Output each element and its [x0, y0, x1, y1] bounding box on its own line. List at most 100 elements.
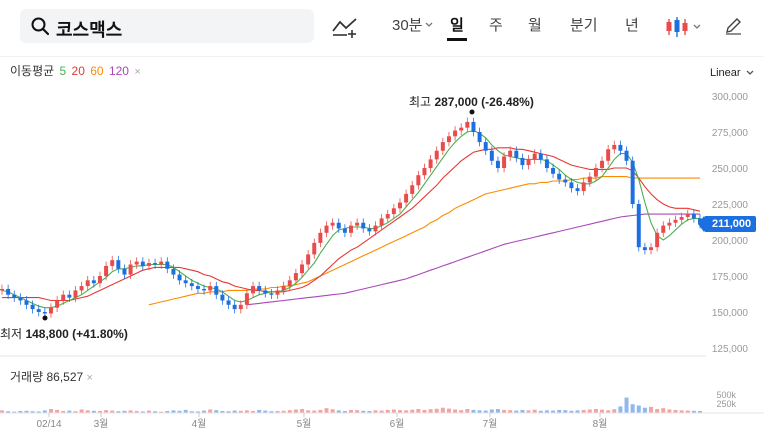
volume-bar — [355, 410, 360, 413]
candle-body — [606, 149, 611, 161]
volume-bar — [502, 409, 507, 413]
volume-bar — [330, 409, 335, 413]
volume-bar — [238, 410, 243, 413]
close-icon[interactable]: × — [134, 66, 141, 78]
scale-toggle[interactable]: Linear — [710, 67, 754, 79]
candle-body — [581, 182, 586, 192]
tab-year[interactable]: 년 — [625, 17, 639, 34]
volume-bar — [36, 411, 41, 413]
candle-body — [12, 294, 17, 298]
volume-bar — [146, 410, 151, 413]
candle-body — [306, 254, 311, 265]
x-tick-label: 8월 — [593, 418, 608, 430]
pen-icon[interactable] — [724, 17, 742, 35]
volume-bar — [269, 411, 274, 413]
volume-bar — [244, 410, 249, 413]
volume-bar — [385, 409, 390, 413]
tab-week[interactable]: 주 — [489, 17, 503, 34]
search-value: 코스맥스 — [56, 20, 123, 40]
candle-body — [122, 268, 127, 275]
volume-bar — [404, 410, 409, 413]
candle-body — [324, 225, 329, 233]
candle-body — [600, 160, 605, 168]
tab-quarter[interactable]: 분기 — [570, 17, 598, 34]
volume-bar — [428, 409, 433, 413]
close-icon[interactable]: × — [86, 372, 93, 384]
volume-bar — [673, 409, 678, 413]
candle-body — [551, 168, 556, 174]
volume-bar — [618, 406, 623, 413]
volume-bar — [257, 409, 262, 413]
candle-body — [195, 286, 200, 289]
high-label: 최고 — [409, 95, 432, 109]
candle-body — [336, 222, 341, 229]
volume-bar — [300, 409, 305, 413]
candle-body — [85, 280, 90, 287]
candle-body — [667, 222, 672, 226]
ma120-line — [246, 213, 700, 306]
candle-body — [269, 293, 274, 295]
tab-day[interactable]: 일 — [450, 17, 464, 34]
candle-body — [153, 263, 158, 265]
candle-body — [502, 156, 507, 168]
candle-body — [128, 264, 133, 275]
volume-bar — [177, 410, 182, 413]
candle-body — [673, 219, 678, 223]
volume-bar — [514, 410, 519, 413]
x-tick-label: 3월 — [94, 418, 109, 430]
candle-body — [495, 160, 500, 168]
candle-body — [685, 214, 690, 217]
search-input[interactable]: 코스맥스 — [20, 9, 314, 43]
candle-body — [471, 121, 476, 132]
candle-body — [508, 150, 513, 157]
ma-5: 5 — [59, 64, 67, 78]
volume-bar — [349, 409, 353, 413]
volume-bar — [48, 409, 53, 413]
y-tick-label: 250,000 — [712, 164, 749, 175]
volume-bar — [97, 411, 102, 413]
low-value: 148,800 (+41.80%) — [25, 327, 128, 341]
volume-bar — [649, 406, 654, 413]
candle-body — [146, 263, 151, 266]
candle-body — [281, 286, 286, 291]
volume-bar — [293, 409, 298, 413]
ma-60: 60 — [90, 64, 104, 78]
volume-bar — [251, 411, 256, 413]
volume-bar — [140, 411, 145, 413]
candle-body — [557, 173, 562, 180]
chevron-down-icon — [693, 24, 701, 29]
volume-bar — [630, 404, 635, 413]
volume-bar — [42, 410, 47, 413]
tab-month[interactable]: 월 — [528, 17, 542, 34]
volume-bar — [606, 410, 611, 413]
volume-bar — [416, 409, 421, 413]
candle-body — [208, 286, 213, 291]
volume-bar — [189, 411, 194, 413]
trendline-add-icon[interactable] — [332, 16, 358, 38]
candle-body — [453, 130, 458, 137]
candle-body — [434, 150, 439, 160]
candle-body — [134, 261, 139, 265]
volume-bar — [391, 409, 396, 413]
top-toolbar: 코스맥스 30분 일 주 월 분기 년 — [0, 0, 764, 56]
candle-body — [73, 290, 78, 298]
candle-body — [373, 225, 378, 232]
interval-select[interactable]: 30분 — [392, 17, 423, 34]
price-chart[interactable]: 300,000 275,000 250,000 225,000 200,000 175,0… — [0, 56, 764, 433]
volume-legend: 거래량 86,527 × — [10, 368, 93, 385]
candle-body — [379, 218, 384, 226]
volume-bar — [153, 411, 158, 413]
volume-bar — [128, 410, 133, 413]
candle-body — [618, 144, 623, 151]
volume-value: 86,527 — [46, 370, 84, 384]
volume-bar — [569, 410, 574, 413]
candle-body — [569, 182, 574, 189]
volume-bar — [281, 410, 286, 413]
volume-bar — [557, 409, 562, 413]
candle-body — [526, 159, 531, 166]
candlestick-type-icon[interactable] — [665, 15, 689, 39]
candle-body — [318, 232, 323, 243]
candle-body — [612, 144, 617, 150]
volume-bar — [465, 409, 470, 413]
candle-body — [563, 179, 568, 183]
